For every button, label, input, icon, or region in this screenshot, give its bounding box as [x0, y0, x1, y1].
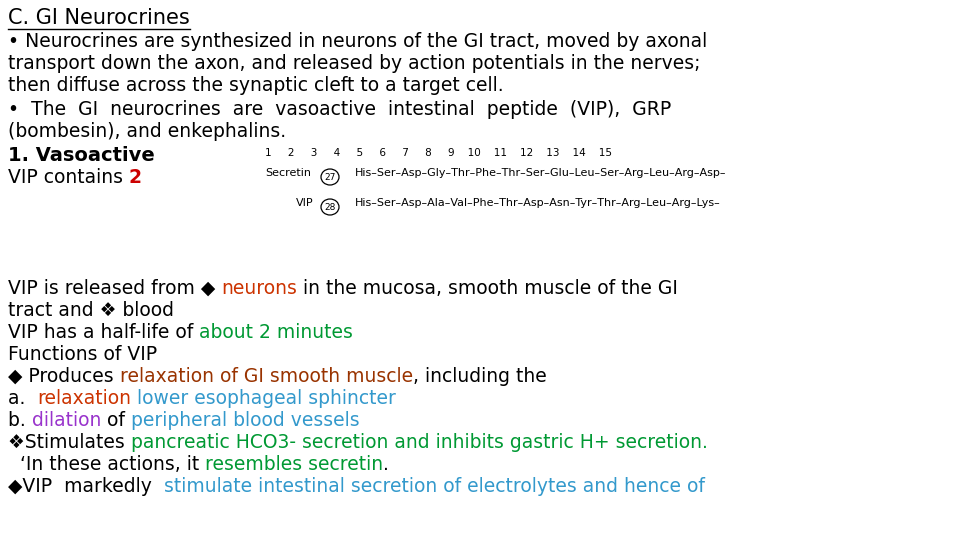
Text: VIP is released from ◆: VIP is released from ◆ [8, 279, 221, 298]
Text: relaxation: relaxation [37, 389, 132, 408]
Text: (bombesin), and enkephalins.: (bombesin), and enkephalins. [8, 122, 286, 141]
Text: ◆ Produces: ◆ Produces [8, 367, 120, 386]
Text: ❖Stimulates: ❖Stimulates [8, 433, 131, 452]
Text: resembles secretin: resembles secretin [205, 455, 383, 474]
Text: relaxation of GI smooth muscle: relaxation of GI smooth muscle [120, 367, 413, 386]
Text: His–Ser–Asp–Gly–Thr–Phe–Thr–Ser–Glu–Leu–Ser–Arg–Leu–Arg–Asp–: His–Ser–Asp–Gly–Thr–Phe–Thr–Ser–Glu–Leu–… [355, 168, 727, 178]
Text: in the mucosa, smooth muscle of the GI: in the mucosa, smooth muscle of the GI [298, 279, 678, 298]
Text: • Neurocrines are synthesized in neurons of the GI tract, moved by axonal: • Neurocrines are synthesized in neurons… [8, 32, 708, 51]
Text: , including the: , including the [413, 367, 546, 386]
Text: C. GI Neurocrines: C. GI Neurocrines [8, 8, 190, 28]
Text: lower esophageal sphincter: lower esophageal sphincter [137, 389, 396, 408]
Text: stimulate intestinal secretion of electrolytes and hence of: stimulate intestinal secretion of electr… [164, 477, 705, 496]
Text: Secretin: Secretin [265, 168, 311, 178]
Text: 27: 27 [324, 172, 336, 181]
Text: .: . [383, 455, 389, 474]
Text: transport down the axon, and released by action potentials in the nerves;: transport down the axon, and released by… [8, 54, 701, 73]
Text: His–Ser–Asp–Ala–Val–Phe–Thr–Asp–Asn–Tyr–Thr–Arg–Leu–Arg–Lys–: His–Ser–Asp–Ala–Val–Phe–Thr–Asp–Asn–Tyr–… [355, 198, 721, 208]
Text: tract and ❖ blood: tract and ❖ blood [8, 301, 174, 320]
Text: 2: 2 [129, 168, 142, 187]
Text: pancreatic HCO3- secretion and inhibits gastric H+ secretion.: pancreatic HCO3- secretion and inhibits … [131, 433, 708, 452]
Text: VIP: VIP [296, 198, 314, 208]
Text: VIP contains: VIP contains [8, 168, 129, 187]
Text: then diffuse across the synaptic cleft to a target cell.: then diffuse across the synaptic cleft t… [8, 76, 504, 95]
Text: peripheral blood vessels: peripheral blood vessels [131, 411, 360, 430]
Text: 1. Vasoactive: 1. Vasoactive [8, 146, 155, 165]
Text: 1     2     3     4     5     6     7     8     9    10    11    12    13    14 : 1 2 3 4 5 6 7 8 9 10 11 12 13 14 [265, 148, 612, 158]
Text: C. GI Neurocrines: C. GI Neurocrines [8, 8, 190, 28]
Text: a.: a. [8, 389, 37, 408]
Text: 28: 28 [324, 202, 336, 212]
Text: ‘In these actions, it: ‘In these actions, it [8, 455, 205, 474]
Text: b.: b. [8, 411, 32, 430]
Text: of: of [101, 411, 131, 430]
Text: dilation: dilation [32, 411, 101, 430]
Text: •  The  GI  neurocrines  are  vasoactive  intestinal  peptide  (VIP),  GRP: • The GI neurocrines are vasoactive inte… [8, 100, 671, 119]
Text: ◆VIP  markedly: ◆VIP markedly [8, 477, 164, 496]
Text: about 2 minutes: about 2 minutes [200, 323, 353, 342]
Text: neurons: neurons [221, 279, 298, 298]
Text: Functions of VIP: Functions of VIP [8, 345, 157, 364]
Text: VIP has a half-life of: VIP has a half-life of [8, 323, 200, 342]
